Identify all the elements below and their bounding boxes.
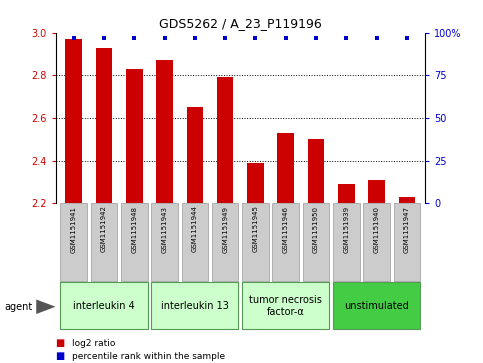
FancyBboxPatch shape (121, 203, 148, 281)
Point (342, 35, 350, 41)
Bar (398, 197, 415, 203)
FancyBboxPatch shape (151, 282, 239, 329)
FancyBboxPatch shape (60, 203, 87, 281)
Title: GDS5262 / A_23_P119196: GDS5262 / A_23_P119196 (159, 17, 322, 30)
Text: ■: ■ (56, 338, 65, 348)
Text: GSM1151939: GSM1151939 (343, 205, 349, 253)
Text: tumor necrosis
factor-α: tumor necrosis factor-α (249, 295, 322, 317)
Text: GSM1151946: GSM1151946 (283, 205, 289, 253)
Point (312, 35, 320, 41)
Point (221, 35, 229, 41)
FancyBboxPatch shape (242, 203, 269, 281)
Text: GSM1151943: GSM1151943 (162, 205, 168, 253)
Bar (186, 107, 203, 203)
Text: percentile rank within the sample: percentile rank within the sample (72, 352, 226, 361)
FancyBboxPatch shape (91, 203, 117, 281)
Bar (217, 77, 233, 203)
Text: unstimulated: unstimulated (344, 301, 409, 311)
FancyBboxPatch shape (333, 282, 420, 329)
FancyBboxPatch shape (303, 203, 329, 281)
Bar (338, 184, 355, 203)
Bar (368, 180, 385, 203)
Text: GSM1151945: GSM1151945 (253, 205, 258, 253)
Text: GSM1151947: GSM1151947 (404, 205, 410, 253)
Text: interleukin 4: interleukin 4 (73, 301, 135, 311)
Bar (65, 39, 82, 203)
Point (130, 35, 138, 41)
Point (161, 35, 169, 41)
Point (100, 35, 108, 41)
FancyBboxPatch shape (182, 203, 208, 281)
Text: agent: agent (5, 302, 33, 312)
Text: GSM1151948: GSM1151948 (131, 205, 137, 253)
Bar (308, 139, 325, 203)
Text: GSM1151949: GSM1151949 (222, 205, 228, 253)
FancyBboxPatch shape (272, 203, 299, 281)
FancyBboxPatch shape (151, 203, 178, 281)
Text: ■: ■ (56, 351, 65, 362)
Bar (277, 133, 294, 203)
FancyBboxPatch shape (333, 203, 360, 281)
FancyBboxPatch shape (60, 282, 148, 329)
Text: GSM1151942: GSM1151942 (101, 205, 107, 253)
Point (403, 35, 411, 41)
Text: log2 ratio: log2 ratio (72, 339, 116, 347)
FancyBboxPatch shape (242, 282, 329, 329)
Text: GSM1151950: GSM1151950 (313, 205, 319, 253)
Polygon shape (36, 299, 56, 314)
Text: GSM1151940: GSM1151940 (373, 205, 380, 253)
Bar (247, 163, 264, 203)
Point (373, 35, 381, 41)
FancyBboxPatch shape (394, 203, 420, 281)
FancyBboxPatch shape (363, 203, 390, 281)
Bar (156, 60, 173, 203)
Text: GSM1151941: GSM1151941 (71, 205, 77, 253)
Text: GSM1151944: GSM1151944 (192, 205, 198, 253)
Point (191, 35, 199, 41)
Bar (126, 69, 142, 203)
Bar (96, 48, 113, 203)
Text: interleukin 13: interleukin 13 (161, 301, 229, 311)
FancyBboxPatch shape (212, 203, 239, 281)
Point (252, 35, 259, 41)
Point (282, 35, 290, 41)
Point (70, 35, 78, 41)
